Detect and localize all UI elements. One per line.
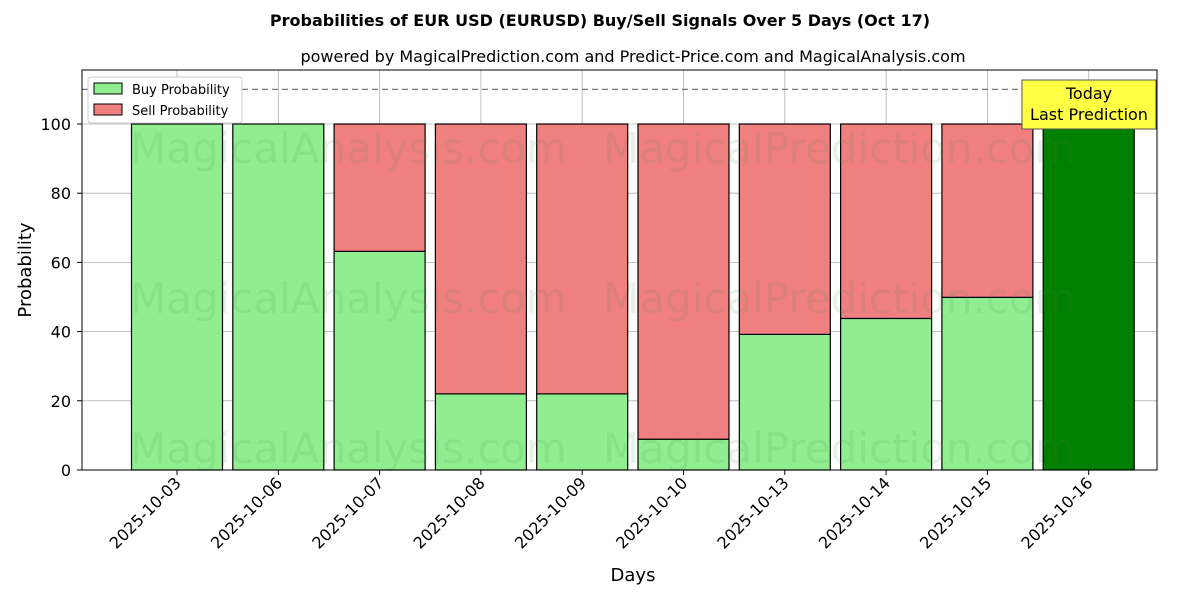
legend-label-buy: Buy Probability <box>132 83 230 98</box>
annotation-line2: Last Prediction <box>1030 105 1148 124</box>
y-tick-label: 60 <box>51 253 71 272</box>
y-axis-label: Probability <box>15 222 36 317</box>
bar-buy <box>637 438 730 471</box>
x-axis-label: Days <box>611 565 656 586</box>
y-tick-label: 40 <box>51 323 71 342</box>
x-tick-label: 2025-10-15 <box>916 473 995 552</box>
bar-sell <box>839 123 933 320</box>
watermark: MagicalAnalysis.com <box>130 424 567 473</box>
legend: Buy Probability Sell Probability <box>87 76 243 124</box>
bar-buy <box>130 123 224 471</box>
chart-title: Probabilities of EUR USD (EURUSD) Buy/Se… <box>270 11 930 30</box>
bar-buy <box>738 333 831 471</box>
bar-buy <box>434 393 527 471</box>
bar-sell <box>941 123 1034 298</box>
legend-label-sell: Sell Probability <box>132 104 229 119</box>
y-tick-label: 0 <box>61 461 71 480</box>
watermark: MagicalPrediction.com <box>603 124 1076 173</box>
y-tick-label: 80 <box>51 184 71 203</box>
x-tick-label: 2025-10-03 <box>106 473 185 552</box>
x-tick-label: 2025-10-16 <box>1017 473 1096 552</box>
annotation-line1: Today <box>1065 84 1112 103</box>
bar-sell <box>536 123 629 395</box>
bar-sell <box>738 123 831 335</box>
chart-subtitle: powered by MagicalPrediction.com and Pre… <box>300 47 965 66</box>
watermark: MagicalAnalysis.com <box>130 124 567 173</box>
x-tick-label: 2025-10-14 <box>815 473 894 552</box>
watermark: MagicalAnalysis.com <box>130 274 567 323</box>
x-tick-label: 2025-10-09 <box>511 473 590 552</box>
legend-swatch-buy <box>93 82 123 95</box>
y-tick-label: 100 <box>40 115 71 134</box>
today-annotation: Today Last Prediction <box>1021 79 1157 130</box>
bar-sell <box>333 123 426 252</box>
bar-buy <box>941 296 1034 471</box>
x-tick-label: 2025-10-08 <box>410 473 489 552</box>
x-tick-label: 2025-10-10 <box>612 473 691 552</box>
watermark: MagicalPrediction.com <box>603 274 1076 323</box>
y-tick-label: 20 <box>51 392 71 411</box>
bar-buy <box>839 317 933 471</box>
watermark: MagicalPrediction.com <box>603 424 1076 473</box>
bar-sell <box>637 123 730 440</box>
x-tick-label: 2025-10-06 <box>207 473 286 552</box>
x-tick-label: 2025-10-07 <box>308 473 387 552</box>
legend-swatch-sell <box>93 103 123 116</box>
x-tick-label: 2025-10-13 <box>713 473 792 552</box>
plot-frame <box>81 69 1158 471</box>
bar-buy <box>1042 123 1135 471</box>
bar-sell <box>434 123 527 395</box>
